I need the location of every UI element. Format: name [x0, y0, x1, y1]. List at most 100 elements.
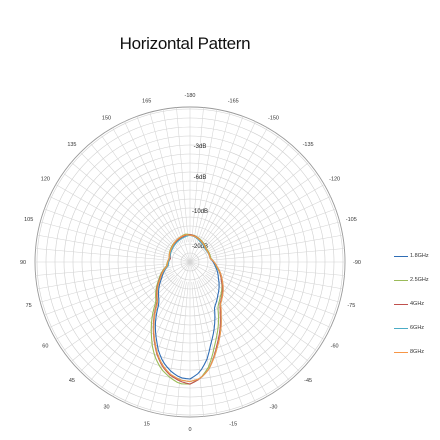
angle-tick-label: -165 — [228, 99, 239, 105]
angle-tick-label: -45 — [304, 378, 312, 384]
legend-label: 4GHz — [410, 301, 425, 307]
grid-spoke — [55, 261, 191, 340]
angle-labels: -180-165-150-135-120-105-90-75-60-45-30-… — [20, 93, 361, 433]
grid-spoke — [176, 107, 189, 243]
series-line-8ghz — [153, 234, 224, 383]
grid-spoke — [189, 261, 340, 303]
grid-spoke — [189, 261, 300, 372]
grid-spoke — [202, 277, 290, 381]
ring-label: -6dB — [194, 175, 207, 181]
legend-swatch — [394, 327, 408, 329]
grid-spoke — [55, 184, 191, 263]
grid-spoke — [208, 270, 331, 328]
grid-spoke — [198, 121, 256, 244]
grid-spoke — [90, 143, 178, 247]
grid-spoke — [40, 261, 191, 303]
grid-spoke — [62, 172, 174, 251]
legend-label: 1.8GHz — [410, 253, 429, 259]
grid-spoke — [80, 152, 191, 263]
angle-tick-label: 75 — [26, 303, 32, 309]
ring-label: -20dB — [192, 244, 208, 250]
angle-tick-label: 0 — [188, 427, 191, 433]
grid-spoke — [162, 109, 187, 243]
grid-spoke — [71, 162, 175, 250]
angle-tick-label: 15 — [144, 421, 150, 427]
legend-swatch — [394, 303, 408, 305]
grid-spoke — [80, 261, 191, 372]
legend-swatch — [394, 351, 408, 353]
grid-spoke — [189, 112, 231, 263]
grid-spoke — [149, 112, 191, 263]
angle-tick-label: 60 — [42, 344, 48, 350]
grid-spoke — [193, 109, 218, 243]
angle-tick-label: -75 — [347, 303, 355, 309]
grid-spoke — [37, 265, 171, 290]
angle-tick-label: 30 — [103, 405, 109, 411]
angle-tick-label: 135 — [67, 142, 76, 148]
grid-spoke — [189, 127, 268, 263]
grid-spoke — [44, 268, 172, 316]
grid-spoke — [191, 281, 204, 417]
legend-label: 2.5GHz — [410, 277, 429, 283]
angle-tick-label: -15 — [229, 421, 237, 427]
grid-spoke — [37, 234, 171, 259]
grid-spoke — [201, 134, 280, 246]
ring-labels: -3dB -6dB -10dB -20dB — [192, 144, 208, 250]
grid-spoke — [208, 268, 336, 316]
angle-tick-label: 105 — [24, 217, 33, 223]
grid-spoke — [35, 263, 171, 276]
grid-spoke — [209, 248, 345, 261]
grid-spoke — [191, 107, 204, 243]
ring-label: -10dB — [192, 209, 208, 215]
legend-item: 8GHz — [394, 340, 440, 364]
angle-tick-label: -60 — [331, 344, 339, 350]
grid-spoke — [189, 261, 231, 412]
angle-tick-label: -105 — [346, 217, 357, 223]
grid-spoke — [189, 221, 340, 263]
grid-spoke — [90, 277, 178, 381]
angle-tick-label: -120 — [329, 177, 340, 183]
angle-tick-label: -135 — [303, 142, 314, 148]
angle-tick-label: 120 — [41, 177, 50, 183]
grid-spoke — [35, 248, 171, 261]
grid-spoke — [49, 196, 172, 254]
chart-title: Horizontal Pattern — [119, 34, 251, 53]
grid-spoke — [100, 278, 179, 390]
angle-tick-label: -150 — [268, 115, 279, 121]
grid-spoke — [209, 234, 343, 259]
grid-spoke — [149, 261, 191, 412]
grid-spoke — [209, 263, 345, 276]
grid-spoke — [201, 278, 280, 390]
angle-tick-label: 90 — [20, 260, 26, 266]
grid-spoke — [162, 281, 187, 415]
angle-tick-label: 150 — [102, 115, 111, 121]
legend-item: 6GHz — [394, 316, 440, 340]
angle-tick-label: -180 — [184, 93, 195, 99]
grid-spoke — [206, 273, 318, 352]
angle-tick-label: -90 — [353, 260, 361, 266]
series-line-25ghz — [150, 233, 223, 385]
grid-spoke — [196, 280, 244, 408]
grid-spoke — [136, 280, 184, 408]
grid-spoke — [209, 265, 343, 290]
legend-label: 6GHz — [410, 325, 425, 331]
ring-label: -3dB — [194, 144, 207, 150]
grid-spoke — [193, 281, 218, 415]
legend-swatch — [394, 255, 408, 257]
grid-spoke — [189, 261, 268, 397]
polar-grid — [34, 106, 346, 418]
grid-spoke — [136, 116, 184, 244]
grid-spoke — [206, 172, 318, 251]
legend-item: 4GHz — [394, 292, 440, 316]
grid-spoke — [40, 221, 191, 263]
grid-spoke — [49, 270, 172, 328]
grid-spoke — [208, 196, 331, 254]
angle-tick-label: 45 — [69, 378, 75, 384]
grid-spoke — [208, 208, 336, 256]
grid-spoke — [176, 281, 189, 417]
grid-spoke — [189, 184, 325, 263]
angle-tick-label: -30 — [270, 405, 278, 411]
legend-label: 8GHz — [410, 349, 425, 355]
legend-swatch — [394, 279, 408, 281]
grid-spoke — [189, 261, 325, 340]
